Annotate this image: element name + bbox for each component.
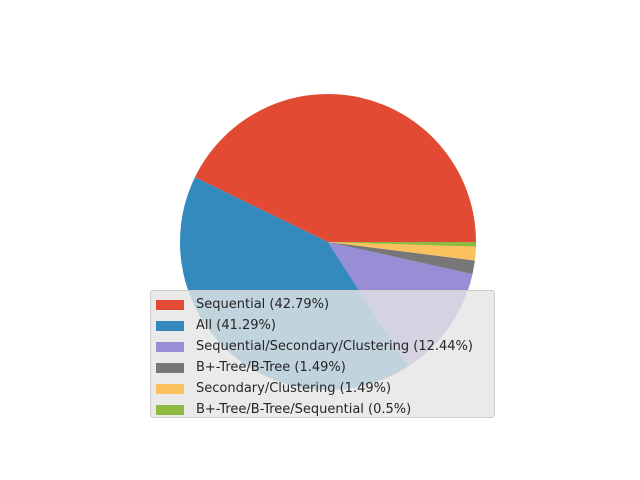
legend-item: Sequential/Secondary/Clustering (12.44%) [156,336,494,357]
legend-label: All (41.29%) [196,318,276,333]
pie-slice-0 [194,93,476,242]
pie-slice-4 [328,242,476,261]
legend-item: All (41.29%) [156,315,494,336]
legend-swatch [156,404,184,415]
legend-label: Secondary/Clustering (1.49%) [196,381,392,396]
legend-label: B+-Tree/B-Tree (1.49%) [196,360,346,375]
pie-slice-5 [328,242,477,247]
legend-label: B+-Tree/B-Tree/Sequential (0.5%) [196,402,412,417]
legend-item: Secondary/Clustering (1.49%) [156,378,494,399]
legend-label: Sequential (42.79%) [196,297,330,312]
legend-item: B+-Tree/B-Tree (1.49%) [156,357,494,378]
legend-item: Sequential (42.79%) [156,294,494,315]
legend: Sequential (42.79%) All (41.29%) Sequentia… [150,290,495,418]
legend-item: B+-Tree/B-Tree/Sequential (0.5%) [156,399,494,420]
pie-slice-3 [328,242,475,275]
legend-swatch [156,362,184,373]
legend-swatch [156,299,184,310]
legend-swatch [156,341,184,352]
legend-label: Sequential/Secondary/Clustering (12.44%) [196,339,473,354]
legend-swatch [156,383,184,394]
legend-swatch [156,320,184,331]
